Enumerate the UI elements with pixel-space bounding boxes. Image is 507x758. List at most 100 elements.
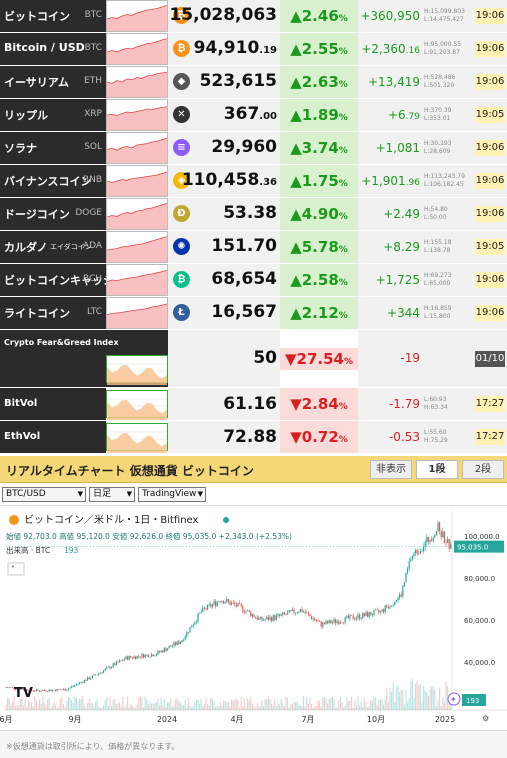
volume-bar	[279, 704, 281, 710]
volume-bar	[386, 688, 388, 710]
volume-bar	[139, 696, 141, 710]
candle-body	[103, 670, 105, 673]
coin-name-cell[interactable]: ビットコイン BTC	[0, 0, 106, 32]
volume-bar	[435, 706, 437, 710]
index-name-cell[interactable]: BitVol	[0, 388, 106, 420]
volume-bar	[339, 697, 341, 710]
up-arrow-icon: ▲	[290, 106, 302, 124]
time-cell: 19:06	[472, 66, 507, 98]
price-row[interactable]: ドージコイン DOGE Ð 53.38 ▲4.90% +2.49 H:54.80 L:50.0…	[0, 198, 507, 231]
low-value: L:28,609	[424, 148, 451, 155]
fear-row[interactable]: Crypto Fear&Greed Index 👁50▼27.54% -19 01/1…	[0, 330, 507, 388]
up-arrow-icon: ▲	[290, 205, 302, 223]
volume-bar	[168, 702, 170, 710]
volume-bar	[384, 698, 386, 710]
volume-bar	[352, 707, 354, 710]
volume-bar	[365, 702, 367, 710]
volume-bar	[109, 696, 111, 710]
high-value: H:370.39	[424, 107, 452, 114]
coin-name-cell[interactable]: リップル XRP	[0, 99, 106, 131]
chart-controls: BTC/USD 日足 TradingView	[0, 484, 507, 506]
coin-name-cell[interactable]: ドージコイン DOGE	[0, 198, 106, 230]
candle-body	[131, 657, 133, 659]
coin-icon: ◆	[173, 73, 190, 90]
coin-name-cell[interactable]: ライトコイン LTC	[0, 297, 106, 329]
candle-body	[167, 648, 169, 651]
volume-bar	[34, 696, 36, 710]
change-value: +360,950	[360, 9, 420, 23]
pair-select[interactable]: BTC/USD	[2, 487, 86, 502]
volume-bar	[360, 701, 362, 710]
candle-body	[130, 656, 132, 658]
candle-body	[183, 640, 185, 641]
change-value: +2.49	[383, 207, 420, 221]
coin-name-cell[interactable]: カルダノ エイダコイン ADA	[0, 231, 106, 263]
volume-bar	[53, 702, 55, 710]
price-row[interactable]: イーサリアム ETH ◆ 523,615 ▲2.63% +13,419 H:528,486 L…	[0, 66, 507, 99]
chart-canvas[interactable]: 100,000.0 80,000.0 60,000.0 40,000.0 6月 9月 202…	[0, 507, 507, 729]
coin-name-cell[interactable]: イーサリアム ETH	[0, 66, 106, 98]
volume-bar	[69, 697, 71, 710]
candle-body	[285, 614, 287, 615]
coin-name-cell[interactable]: ソラナ SOL	[0, 132, 106, 164]
volume-bar	[226, 701, 228, 710]
volume-bar	[32, 706, 34, 710]
x-tick-label: 4月	[230, 715, 243, 724]
price-row[interactable]: リップル XRP ✕ 367.00 ▲1.89% +6.79 H:370.39 L:353.0…	[0, 99, 507, 132]
candle-body	[259, 616, 261, 618]
candle-body	[34, 690, 36, 692]
candle-body	[255, 617, 257, 618]
volume-bar	[183, 705, 185, 710]
index-name-cell[interactable]: EthVol	[0, 421, 106, 453]
volume-bar	[67, 697, 69, 710]
source-select[interactable]: TradingView	[138, 487, 206, 502]
candle-body	[282, 612, 284, 615]
candle-body	[101, 672, 103, 674]
price-row[interactable]: ビットコインキャッシュ BCH ₿ 68,654 ▲2.58% +1,725 H:69,27…	[0, 264, 507, 297]
coin-name-cell[interactable]: バイナンスコイン BNB	[0, 165, 106, 197]
price-row[interactable]: Bitcoin / USD BTC ₿ 94,910.19 ▲2.55% +2,360.1…	[0, 33, 507, 66]
price-row[interactable]: カルダノ エイダコイン ADA ✺ 151.70 ▲5.78% +8.29 H:155.18 L…	[0, 231, 507, 264]
high-low: H:155.18 L:138.78	[422, 231, 472, 263]
sparkline-line	[107, 106, 167, 117]
candle-body	[442, 531, 444, 538]
candle-body	[368, 612, 370, 617]
candle-body	[362, 613, 364, 619]
candle-body	[55, 689, 57, 692]
volume-badge	[462, 694, 486, 706]
interval-select[interactable]: 日足	[89, 487, 135, 502]
tradingview-chart[interactable]: 100,000.0 80,000.0 60,000.0 40,000.0 6月 9月 202…	[0, 507, 507, 729]
volume-bar	[434, 688, 436, 710]
candle-body	[8, 687, 10, 689]
price-row[interactable]: ビットコイン BTC ₿ 15,028,063 ▲2.46% +360,950 H:15,0…	[0, 0, 507, 33]
ethvol-row[interactable]: EthVol 👁72.88▼0.72% -0.53 L:55.60 H:75.29 17…	[0, 421, 507, 454]
candle-body	[389, 606, 391, 609]
price-row[interactable]: ライトコイン LTC Ł 16,567 ▲2.12% +344 H:16,859 L:15,8…	[0, 297, 507, 330]
hide-button[interactable]: 非表示	[370, 460, 412, 479]
coin-name: リップル	[4, 109, 48, 122]
sparkline	[106, 99, 168, 131]
coin-name-cell[interactable]: ビットコインキャッシュ BCH	[0, 264, 125, 296]
candle-body	[93, 674, 95, 676]
volume-bar	[373, 697, 375, 710]
up-arrow-icon: ▲	[290, 238, 302, 256]
bitvol-row[interactable]: BitVol 👁61.16▼2.84% -1.79 L:60.93 H:63.34 17…	[0, 388, 507, 421]
price-row[interactable]: バイナンスコイン BNB ◈ 110,458.36 ▲1.75% +1,901.96 H:1…	[0, 165, 507, 198]
volume-bar	[287, 698, 289, 710]
coin-name-cell[interactable]: Bitcoin / USD BTC	[0, 33, 106, 65]
candle-body	[50, 689, 52, 691]
candle-body	[194, 622, 196, 625]
candle-body	[59, 689, 61, 691]
volume-bar	[293, 702, 295, 710]
candle-body	[122, 660, 124, 661]
two-row-button[interactable]: 2段	[462, 460, 504, 479]
candle-body	[360, 618, 362, 619]
volume-bar	[341, 701, 343, 710]
candle-body	[61, 689, 63, 691]
candle-body	[32, 690, 34, 691]
one-row-button[interactable]: 1段	[416, 460, 458, 479]
volume-bar	[207, 704, 209, 710]
volume-bar	[322, 697, 324, 710]
price-row[interactable]: ソラナ SOL ≡ 29,960 ▲3.74% +1,081 H:30,193 L:28,60…	[0, 132, 507, 165]
candle-body	[424, 541, 426, 548]
